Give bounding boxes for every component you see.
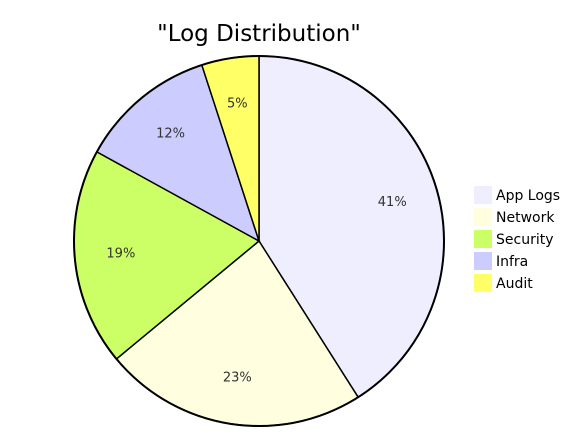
legend-swatch (474, 230, 492, 248)
slice-label-security: 19% (106, 247, 135, 262)
slice-label-app-logs: 41% (378, 195, 407, 210)
legend-label: Infra (496, 254, 528, 270)
legend-item-network: Network (474, 208, 555, 226)
legend-item-infra: Infra (474, 252, 528, 270)
legend-label: Audit (496, 276, 533, 292)
legend-item-audit: Audit (474, 274, 533, 292)
pie-slices (73, 55, 445, 427)
pie-outline (73, 55, 445, 427)
legend-label: Network (496, 210, 555, 226)
legend-label: App Logs (496, 188, 560, 204)
slice-label-infra: 12% (156, 127, 185, 142)
legend: App Logs Network Security Infra Audit (474, 186, 560, 292)
legend-swatch (474, 208, 492, 226)
legend-swatch (474, 274, 492, 292)
slice-label-network: 23% (223, 371, 252, 386)
legend-label: Security (496, 232, 554, 248)
legend-item-security: Security (474, 230, 554, 248)
slice-labels: 41% 23% 19% 12% 5% (106, 96, 406, 385)
legend-item-app-logs: App Logs (474, 186, 560, 204)
legend-swatch (474, 252, 492, 270)
chart-title: "Log Distribution" (157, 21, 361, 47)
slice-label-audit: 5% (227, 96, 248, 111)
legend-swatch (474, 186, 492, 204)
